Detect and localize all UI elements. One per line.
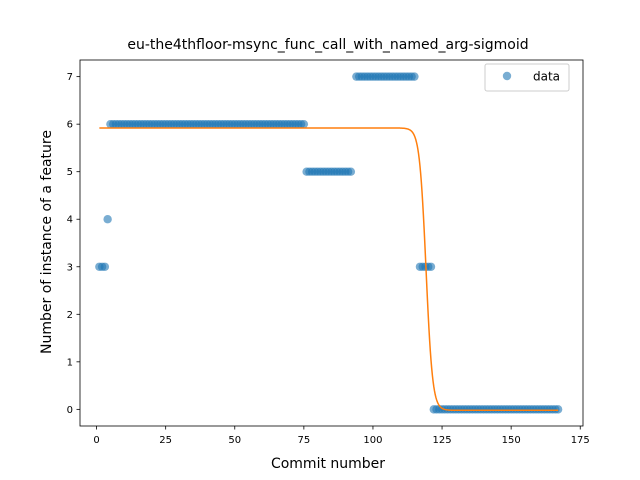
axes: 0 25 50 75 100 125 150 175 0 1 2 3 4 5 6 7 <box>67 59 590 446</box>
data-point <box>426 262 436 271</box>
x-tick-label: 100 <box>363 435 382 446</box>
data-point <box>410 72 419 81</box>
chart-title: eu-the4thfloor-msync_func_call_with_name… <box>127 37 528 53</box>
y-tick-label: 6 <box>67 120 73 131</box>
x-tick-label: 175 <box>571 435 590 446</box>
data-point <box>299 119 309 129</box>
x-tick-label: 75 <box>297 435 310 446</box>
x-tick-label: 125 <box>433 435 452 446</box>
y-tick-label: 0 <box>67 405 73 416</box>
legend-label-data: data <box>533 70 560 84</box>
y-tick-label: 7 <box>67 72 73 83</box>
data-point <box>100 262 110 271</box>
legend: data <box>484 63 570 92</box>
legend-frame <box>484 63 570 92</box>
y-tick-label: 1 <box>67 357 73 368</box>
x-tick-label: 50 <box>228 435 241 446</box>
y-tick-label: 2 <box>67 310 73 321</box>
x-tick-label: 25 <box>159 435 172 446</box>
y-tick-label: 4 <box>67 215 73 226</box>
y-tick-label: 5 <box>67 167 73 178</box>
x-tick-label: 0 <box>93 435 99 446</box>
data-point <box>103 215 112 224</box>
x-axis-label: Commit number <box>271 456 385 472</box>
y-axis-label: Number of instance of a feature <box>39 130 55 354</box>
plot-area <box>95 72 563 414</box>
legend-marker-data <box>502 71 512 81</box>
y-tick-label: 3 <box>67 262 73 273</box>
fit-line <box>99 127 559 412</box>
x-tick-label: 150 <box>502 435 521 446</box>
data-point <box>346 167 356 176</box>
data-point <box>553 405 563 414</box>
axes-frame <box>79 59 584 427</box>
